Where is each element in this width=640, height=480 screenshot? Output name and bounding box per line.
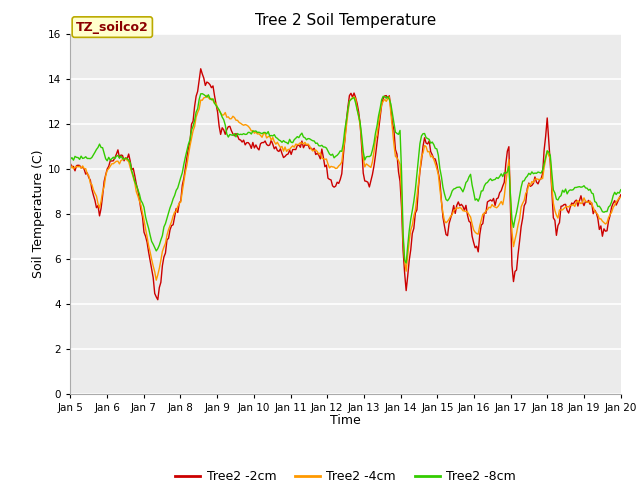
Tree2 -2cm bbox=[154, 297, 162, 302]
Tree2 -2cm bbox=[197, 66, 205, 72]
Tree2 -2cm bbox=[261, 138, 269, 144]
Line: Tree2 -8cm: Tree2 -8cm bbox=[70, 94, 621, 263]
Tree2 -2cm bbox=[617, 192, 625, 198]
Line: Tree2 -4cm: Tree2 -4cm bbox=[70, 96, 621, 280]
Tree2 -8cm bbox=[403, 260, 410, 266]
Tree2 -2cm bbox=[67, 161, 74, 167]
X-axis label: Time: Time bbox=[330, 414, 361, 427]
Tree2 -4cm bbox=[152, 277, 160, 283]
Tree2 -8cm bbox=[617, 187, 625, 192]
Tree2 -2cm bbox=[134, 187, 141, 193]
Tree2 -4cm bbox=[310, 147, 318, 153]
Tree2 -2cm bbox=[589, 211, 597, 216]
Tree2 -8cm bbox=[589, 191, 597, 197]
Tree2 -4cm bbox=[67, 166, 74, 171]
Tree2 -8cm bbox=[198, 91, 206, 96]
Tree2 -2cm bbox=[234, 133, 241, 139]
Y-axis label: Soil Temperature (C): Soil Temperature (C) bbox=[33, 149, 45, 278]
Legend: Tree2 -2cm, Tree2 -4cm, Tree2 -8cm: Tree2 -2cm, Tree2 -4cm, Tree2 -8cm bbox=[170, 465, 521, 480]
Tree2 -4cm bbox=[261, 131, 269, 136]
Tree2 -2cm bbox=[252, 142, 260, 148]
Tree2 -8cm bbox=[260, 130, 268, 135]
Line: Tree2 -2cm: Tree2 -2cm bbox=[70, 69, 621, 300]
Title: Tree 2 Soil Temperature: Tree 2 Soil Temperature bbox=[255, 13, 436, 28]
Tree2 -4cm bbox=[617, 195, 625, 201]
Tree2 -8cm bbox=[232, 134, 240, 140]
Text: TZ_soilco2: TZ_soilco2 bbox=[76, 21, 148, 34]
Tree2 -4cm bbox=[252, 129, 260, 135]
Tree2 -8cm bbox=[67, 156, 74, 162]
Tree2 -8cm bbox=[308, 138, 316, 144]
Tree2 -4cm bbox=[234, 118, 241, 123]
Tree2 -4cm bbox=[589, 204, 597, 210]
Tree2 -8cm bbox=[134, 187, 141, 192]
Tree2 -4cm bbox=[203, 93, 211, 98]
Tree2 -2cm bbox=[310, 145, 318, 151]
Tree2 -8cm bbox=[250, 128, 258, 134]
Tree2 -4cm bbox=[134, 193, 141, 199]
